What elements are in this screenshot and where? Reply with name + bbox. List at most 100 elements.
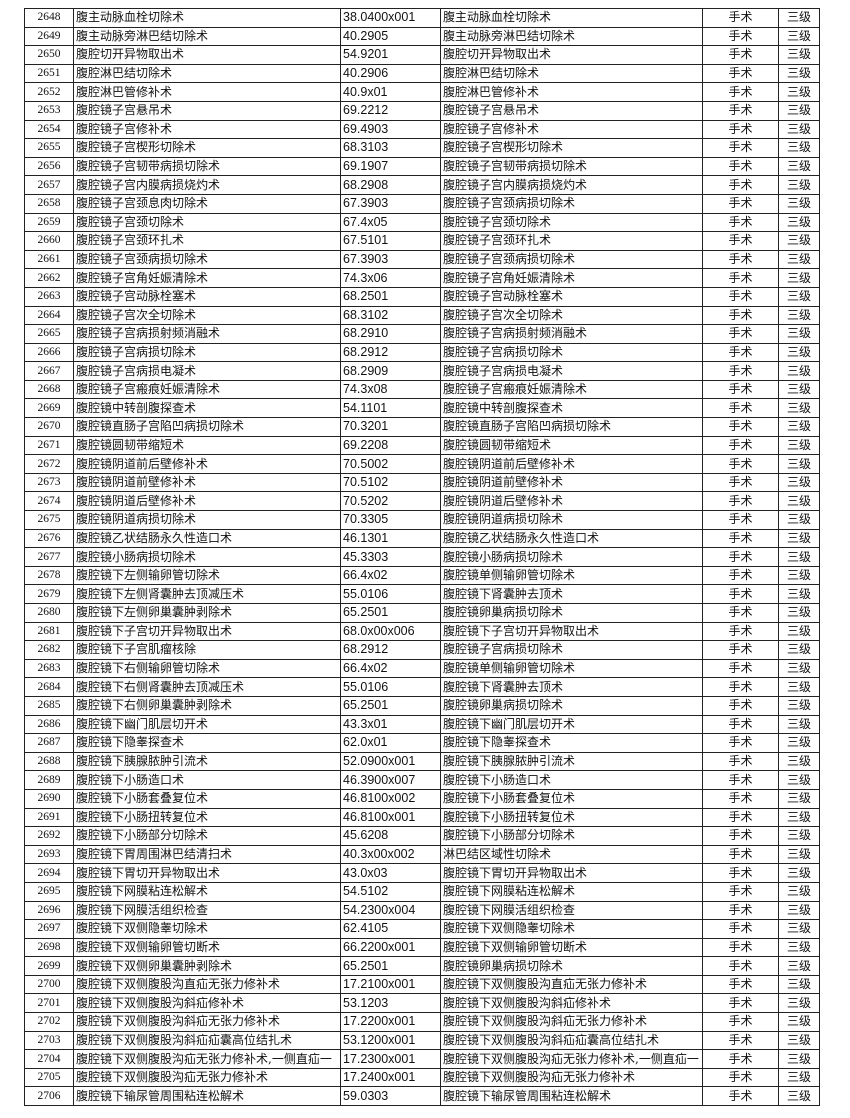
procedure-level: 三级 — [778, 193, 820, 214]
procedure-name: 腹腔镜下胃周围淋巴结清扫术 — [73, 844, 341, 865]
row-number: 2684 — [24, 677, 74, 697]
procedure-code: 46.8100x001 — [340, 807, 441, 828]
procedure-name: 腹腔镜下左侧输卵管切除术 — [73, 565, 341, 586]
procedure-type: 手术 — [702, 156, 779, 177]
table-row: 2668 腹腔镜子宫瘢痕妊娠清除术 74.3x08 腹腔镜子宫瘢痕妊娠清除术 手术 三级 — [24, 379, 820, 400]
procedure-type: 手术 — [702, 900, 779, 921]
standard-name: 腹腔镜子宫内膜病损烧灼术 — [440, 175, 703, 195]
table-row: 2658 腹腔镜子宫颈息肉切除术 67.3903 腹腔镜子宫颈病损切除术 手术 三级 — [24, 193, 820, 214]
procedure-code: 67.3903 — [340, 249, 441, 270]
standard-name: 腹腔镜下胃切开异物取出术 — [440, 863, 703, 883]
procedure-name: 腹腔淋巴结切除术 — [73, 63, 341, 84]
row-number: 2648 — [24, 8, 74, 28]
procedure-type: 手术 — [702, 379, 779, 400]
standard-name: 腹腔镜下网膜活组织检查 — [440, 900, 703, 921]
procedure-level: 三级 — [778, 1067, 820, 1088]
standard-name: 腹腔镜子宫瘢痕妊娠清除术 — [440, 379, 703, 400]
standard-name: 腹腔镜下小肠部分切除术 — [440, 826, 703, 846]
procedure-name: 腹腔镜下双侧输卵管切断术 — [73, 937, 341, 958]
row-number: 2698 — [24, 937, 74, 958]
row-number: 2680 — [24, 603, 74, 623]
procedure-type: 手术 — [702, 8, 779, 28]
procedure-code: 69.4903 — [340, 119, 441, 140]
procedure-type: 手术 — [702, 472, 779, 493]
procedure-code: 17.2100x001 — [340, 974, 441, 995]
row-number: 2674 — [24, 491, 74, 512]
procedure-type: 手术 — [702, 212, 779, 233]
table-row: 2663 腹腔镜子宫动脉栓塞术 68.2501 腹腔镜子宫动脉栓塞术 手术 三级 — [24, 286, 820, 307]
standard-name: 腹腔镜下小肠套叠复位术 — [440, 788, 703, 809]
procedure-code: 68.2908 — [340, 175, 441, 195]
procedure-code: 54.5102 — [340, 881, 441, 902]
standard-name: 腹腔镜子宫韧带病损切除术 — [440, 156, 703, 177]
procedure-level: 三级 — [778, 584, 820, 604]
procedure-code: 55.0106 — [340, 584, 441, 604]
procedure-type: 手术 — [702, 63, 779, 84]
procedure-type: 手术 — [702, 491, 779, 512]
standard-name: 腹腔镜直肠子宫陷凹病损切除术 — [440, 417, 703, 437]
procedure-name: 腹腔镜子宫瘢痕妊娠清除术 — [73, 379, 341, 400]
row-number: 2676 — [24, 528, 74, 549]
procedure-name: 腹腔镜子宫内膜病损烧灼术 — [73, 175, 341, 195]
table-row: 2665 腹腔镜子宫病损射频消融术 68.2910 腹腔镜子宫病损射频消融术 手术 三级 — [24, 324, 820, 344]
standard-name: 腹腔镜下双侧腹股沟斜疝无张力修补术 — [440, 1012, 703, 1032]
procedure-level: 三级 — [778, 844, 820, 865]
row-number: 2662 — [24, 268, 74, 288]
standard-name: 腹腔镜下双侧输卵管切断术 — [440, 937, 703, 958]
table-row: 2659 腹腔镜子宫颈切除术 67.4x05 腹腔镜子宫颈切除术 手术 三级 — [24, 212, 820, 233]
procedure-type: 手术 — [702, 435, 779, 456]
procedure-code: 68.3103 — [340, 138, 441, 158]
procedure-level: 三级 — [778, 63, 820, 84]
procedure-type: 手术 — [702, 658, 779, 679]
standard-name: 腹腔镜阴道后壁修补术 — [440, 491, 703, 512]
procedure-name: 腹腔镜下右侧肾囊肿去顶减压术 — [73, 677, 341, 697]
table-row: 2690 腹腔镜下小肠套叠复位术 46.8100x002 腹腔镜下小肠套叠复位术 手术三… — [24, 788, 820, 809]
table-row: 2681 腹腔镜下子宫切开异物取出术 68.0x00x006 腹腔镜下子宫切开异物取出… — [24, 621, 820, 642]
procedure-code: 68.3102 — [340, 305, 441, 326]
standard-name: 腹腔淋巴管修补术 — [440, 82, 703, 102]
table-row: 2699 腹腔镜下双侧卵巢囊肿剥除术 65.2501 腹腔镜卵巢病损切除术 手术 三级 — [24, 956, 820, 976]
procedure-level: 三级 — [778, 528, 820, 549]
procedure-level: 三级 — [778, 398, 820, 419]
procedure-level: 三级 — [778, 342, 820, 363]
procedure-table: 2648 腹主动脉血栓切除术 38.0400x001 腹主动脉血栓切除术 手术 三级 264… — [24, 8, 820, 1107]
procedure-name: 腹腔镜下双侧腹股沟疝无张力修补术 — [73, 1067, 341, 1088]
procedure-type: 手术 — [702, 807, 779, 828]
standard-name: 腹腔镜小肠病损切除术 — [440, 547, 703, 567]
standard-name: 腹腔镜下小肠造口术 — [440, 770, 703, 790]
procedure-level: 三级 — [778, 733, 820, 753]
procedure-level: 三级 — [778, 26, 820, 47]
procedure-level: 三级 — [778, 454, 820, 474]
row-number: 2669 — [24, 398, 74, 419]
procedure-type: 手术 — [702, 1086, 779, 1107]
procedure-code: 69.2212 — [340, 100, 441, 121]
procedure-name: 腹腔镜下小肠部分切除术 — [73, 826, 341, 846]
procedure-level: 三级 — [778, 175, 820, 195]
procedure-name: 腹腔镜下胰腺脓肿引流术 — [73, 751, 341, 772]
procedure-type: 手术 — [702, 770, 779, 790]
procedure-level: 三级 — [778, 324, 820, 344]
procedure-name: 腹主动脉旁淋巴结切除术 — [73, 26, 341, 47]
table-row: 2696 腹腔镜下网膜活组织检查 54.2300x004 腹腔镜下网膜活组织检查 手术三… — [24, 900, 820, 921]
procedure-type: 手术 — [702, 1030, 779, 1051]
row-number: 2670 — [24, 417, 74, 437]
procedure-type: 手术 — [702, 974, 779, 995]
procedure-type: 手术 — [702, 863, 779, 883]
procedure-name: 腹腔镜阴道前壁修补术 — [73, 472, 341, 493]
row-number: 2657 — [24, 175, 74, 195]
procedure-name: 腹腔镜子宫病损射频消融术 — [73, 324, 341, 344]
procedure-type: 手术 — [702, 100, 779, 121]
procedure-type: 手术 — [702, 45, 779, 65]
standard-name: 腹腔镜子宫动脉栓塞术 — [440, 286, 703, 307]
standard-name: 腹腔镜下肾囊肿去顶术 — [440, 677, 703, 697]
procedure-type: 手术 — [702, 565, 779, 586]
procedure-level: 三级 — [778, 826, 820, 846]
row-number: 2679 — [24, 584, 74, 604]
procedure-code: 70.5202 — [340, 491, 441, 512]
standard-name: 腹腔镜中转剖腹探查术 — [440, 398, 703, 419]
procedure-type: 手术 — [702, 603, 779, 623]
table-row: 2684 腹腔镜下右侧肾囊肿去顶减压术 55.0106 腹腔镜下肾囊肿去顶术 手术 三级 — [24, 677, 820, 697]
row-number: 2675 — [24, 510, 74, 530]
standard-name: 腹腔镜子宫病损切除术 — [440, 640, 703, 660]
row-number: 2650 — [24, 45, 74, 65]
